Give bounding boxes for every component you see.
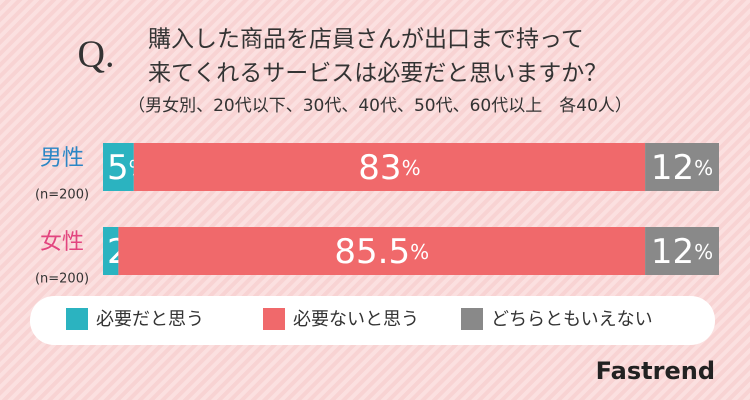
value-label: 12%: [651, 232, 713, 272]
value-label: 83%: [358, 148, 420, 188]
title-line: 購入した商品を店員さんが出口まで持って: [148, 27, 584, 53]
sample-size: (n=200): [35, 272, 89, 287]
bar-segment: [103, 227, 119, 275]
brand-logo: Fastrend: [596, 357, 715, 385]
legend-label: 必要だと思う: [96, 309, 204, 330]
bar-segment: [645, 143, 719, 191]
legend-swatch: [461, 308, 483, 330]
value-label: 85.5%: [334, 232, 429, 272]
bar-segment: [103, 143, 134, 191]
bar-segment: [118, 227, 646, 275]
sample-size: (n=200): [35, 188, 89, 203]
legend-label: 必要ないと思う: [293, 309, 419, 330]
legend-swatch: [66, 308, 88, 330]
category-label: 女性: [40, 230, 84, 255]
title-line: 来てくれるサービスは必要だと思いますか？: [148, 61, 607, 87]
value-label: 12%: [651, 148, 713, 188]
legend-swatch: [263, 308, 285, 330]
subtitle: （男女別、20代以下、30代、40代、50代、60代以上 各40人）: [128, 96, 632, 116]
category-label: 男性: [40, 146, 84, 171]
legend-label: どちらともいえない: [491, 309, 653, 330]
question-mark: Q.: [78, 34, 115, 76]
bar-segment: [133, 143, 646, 191]
bar-segment: [645, 227, 719, 275]
legend-box: [30, 296, 715, 345]
